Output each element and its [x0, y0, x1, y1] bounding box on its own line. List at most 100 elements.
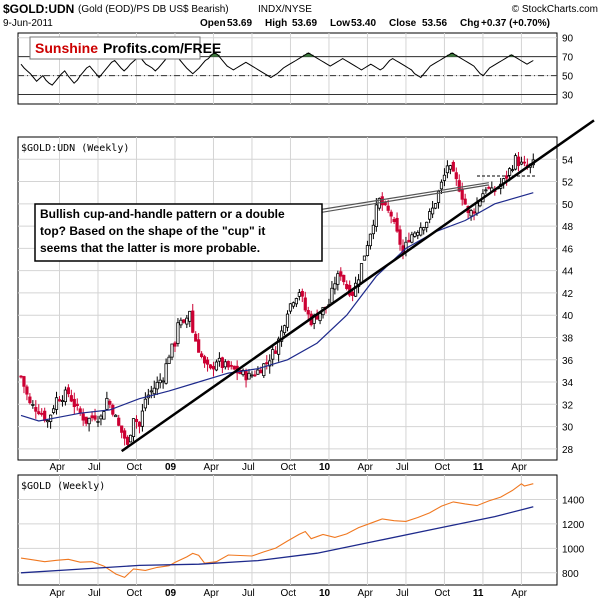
candle-body [436, 190, 441, 203]
gold-moving-average [20, 506, 534, 574]
candle-body [99, 415, 103, 420]
price-panel: 28 30 32 34 36 38 40 42 44 46 48 50 52 54 $GOLD:UDN (W… [17, 119, 595, 461]
sunshine-profits-logo: Sunshine Profits.com/FREE [29, 36, 221, 60]
gold-tick-label: 1400 [562, 495, 585, 506]
candle-body [223, 361, 227, 368]
candle-body [244, 370, 248, 381]
price-tick-label: 38 [562, 333, 574, 344]
candle-body [194, 333, 198, 342]
candle-body [430, 207, 435, 215]
chart-date: 9-Jun-2011 [3, 18, 53, 29]
candle-body [510, 169, 515, 172]
candle-body [380, 196, 384, 206]
rsi-overbought-fill [309, 54, 314, 57]
rsi-line [20, 52, 534, 86]
candle-body [410, 234, 414, 243]
candle-body [226, 360, 230, 368]
x-tick-label: Jul [88, 462, 101, 473]
x-tick-label: Oct [434, 462, 450, 473]
candle-body [158, 379, 162, 384]
x-tick-label: Oct [126, 588, 142, 599]
candle-body [422, 227, 426, 231]
candle-body [256, 369, 260, 375]
candle-body [398, 229, 402, 245]
candle-body [271, 349, 275, 360]
candle-body [19, 375, 23, 378]
x-tick-label: 10 [319, 588, 331, 599]
candle-body [247, 372, 251, 380]
gold-price-line [20, 483, 534, 579]
candle-body [306, 310, 310, 315]
candle-body [274, 350, 278, 354]
candle-body [513, 155, 518, 170]
candle-body [202, 356, 207, 364]
x-tick-label: 09 [165, 462, 177, 473]
candle-body [362, 255, 367, 261]
x-tick-label: Apr [357, 588, 373, 599]
candle-body [126, 436, 130, 445]
candle-body [484, 189, 488, 192]
candle-body [31, 404, 35, 406]
candle-body [208, 364, 213, 369]
candle-body [333, 283, 337, 290]
price-tick-label: 44 [562, 267, 574, 278]
ohlc-label: Chg [460, 18, 479, 29]
candle-body [90, 415, 94, 419]
candle-body [81, 413, 85, 421]
price-tick-label: 34 [562, 378, 574, 389]
rsi-overbought-fill [453, 54, 458, 57]
rsi-panel: 30 50 70 90 [17, 32, 574, 105]
x-tick-label: Apr [203, 462, 219, 473]
ohlc-summary: Open 53.69 High 53.69 Low 53.40 Close 53.56 Chg +… [200, 18, 550, 29]
candle-body [173, 342, 177, 347]
ohlc-label: High [265, 18, 287, 29]
candle-body [439, 181, 444, 190]
candle-body [182, 319, 186, 323]
candle-body [457, 180, 461, 192]
candle-body [288, 303, 293, 312]
candle-body [152, 387, 156, 395]
candle-body [345, 284, 349, 289]
candle-body [445, 165, 450, 174]
candle-body [448, 165, 452, 170]
annotation-line-2: top? Based on the shape of the "cup" it [40, 224, 265, 238]
ohlc-value: 53.69 [292, 18, 317, 29]
rsi-overbought-fill [209, 54, 214, 57]
logo-rest: Profits.com/FREE [103, 40, 221, 56]
candle-body [93, 415, 97, 420]
candle-body [143, 398, 147, 409]
candle-body [69, 395, 73, 402]
candle-body [114, 414, 118, 418]
candle-body [96, 420, 100, 423]
candle-body [155, 381, 159, 390]
stockcharts-watermark: © StockCharts.com [512, 4, 598, 15]
candle-body [108, 400, 112, 405]
candle-body [28, 396, 32, 404]
candle-body [389, 211, 393, 217]
price-tick-label: 32 [562, 400, 574, 411]
price-panel-title: $GOLD:UDN (Weekly) [21, 143, 129, 154]
candle-body [72, 398, 76, 408]
candle-body [342, 274, 346, 283]
annotation-line-3: seems that the latter is more probable. [40, 241, 260, 255]
candle-body [111, 404, 115, 415]
ohlc-label: Open [200, 18, 226, 29]
candle-body [451, 161, 455, 172]
candle-body [268, 360, 272, 367]
ohlc-value: 53.40 [351, 18, 376, 29]
candle-body [102, 411, 106, 420]
price-tick-label: 36 [562, 356, 574, 367]
rsi-tick-label: 30 [562, 91, 574, 102]
rsi-tick-label: 50 [562, 72, 574, 83]
candle-body [120, 425, 124, 433]
ohlc-value: 53.69 [227, 18, 252, 29]
logo-brand: Sunshine [35, 40, 98, 56]
candle-body [428, 211, 432, 220]
price-tick-label: 40 [562, 311, 574, 322]
candle-body [137, 421, 142, 427]
candle-body [60, 400, 65, 402]
x-tick-label: 09 [165, 588, 177, 599]
candle-body [522, 161, 526, 164]
candle-body [285, 313, 290, 328]
